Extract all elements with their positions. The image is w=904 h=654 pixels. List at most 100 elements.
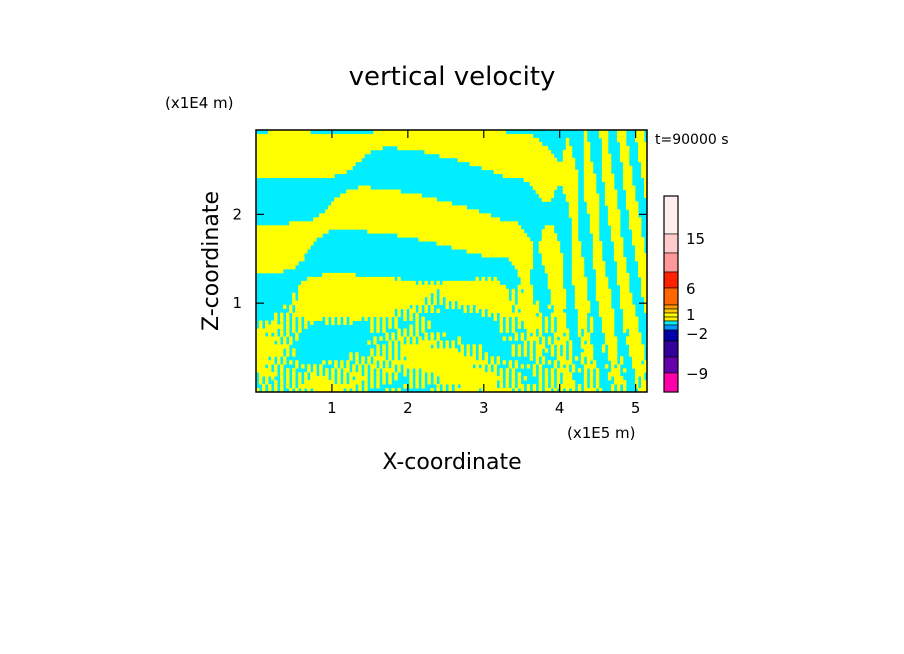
positive-velocity-cell [616, 384, 621, 389]
positive-velocity-cell [376, 372, 380, 377]
positive-velocity-cell [571, 364, 576, 369]
positive-velocity-cell [391, 388, 395, 392]
positive-velocity-cell [553, 360, 558, 365]
positive-velocity-cell [610, 360, 618, 365]
positive-velocity-cell [382, 344, 386, 349]
positive-velocity-cell [400, 348, 458, 353]
positive-velocity-cell [634, 249, 645, 254]
positive-velocity-cell [403, 364, 473, 369]
velocity-field [256, 130, 647, 392]
positive-velocity-cell [619, 153, 630, 159]
positive-velocity-cell [421, 380, 425, 385]
positive-velocity-cell [376, 324, 380, 329]
positive-velocity-cell [604, 193, 618, 198]
positive-velocity-cell [298, 372, 302, 377]
positive-velocity-cell [415, 320, 419, 325]
positive-velocity-cell [295, 360, 299, 365]
positive-velocity-cell [307, 388, 311, 392]
positive-velocity-cell [550, 296, 567, 302]
positive-velocity-cell [604, 185, 615, 190]
positive-velocity-cell [628, 344, 645, 349]
positive-velocity-cell [592, 233, 600, 238]
positive-velocity-cell [619, 304, 636, 310]
positive-velocity-cell [601, 324, 615, 329]
positive-velocity-cell [541, 360, 546, 365]
positive-velocity-cell [580, 340, 585, 345]
positive-velocity-cell [358, 368, 362, 373]
positive-velocity-cell [571, 261, 585, 266]
colorbar-swatch [663, 252, 679, 273]
positive-velocity-cell [577, 316, 588, 321]
positive-velocity-cell [514, 336, 519, 341]
positive-velocity-cell [508, 360, 513, 365]
positive-velocity-cell [571, 268, 585, 274]
positive-velocity-cell [538, 364, 543, 369]
positive-velocity-cell [565, 145, 573, 151]
positive-velocity-cell [514, 304, 540, 310]
positive-velocity-cell [325, 320, 329, 325]
positive-velocity-cell [265, 324, 284, 329]
positive-velocity-cell [514, 364, 519, 369]
positive-velocity-cell [325, 368, 329, 373]
positive-velocity-cell [292, 328, 296, 333]
positive-velocity-cell [394, 320, 398, 325]
positive-velocity-cell [529, 356, 534, 361]
positive-velocity-cell [370, 316, 374, 321]
positive-velocity-cell [541, 233, 558, 238]
positive-velocity-cell [286, 328, 290, 333]
positive-velocity-cell [370, 352, 374, 357]
positive-velocity-cell [328, 205, 467, 210]
positive-velocity-cell [355, 376, 368, 381]
positive-velocity-cell [547, 280, 564, 286]
positive-velocity-cell [256, 261, 299, 266]
positive-velocity-cell [601, 169, 612, 175]
positive-velocity-cell [358, 384, 362, 389]
positive-velocity-cell [430, 388, 434, 392]
positive-velocity-cell [529, 340, 534, 345]
positive-velocity-cell [538, 328, 543, 333]
positive-velocity-cell [364, 388, 368, 392]
positive-velocity-cell [583, 173, 597, 179]
positive-velocity-cell [538, 368, 543, 373]
positive-velocity-cell [628, 328, 639, 333]
positive-velocity-cell [610, 229, 621, 234]
positive-velocity-cell [361, 356, 365, 361]
positive-velocity-cell [517, 292, 534, 298]
positive-velocity-cell [511, 348, 516, 353]
positive-velocity-cell [460, 344, 464, 349]
positive-velocity-cell [523, 344, 528, 349]
positive-velocity-cell [292, 320, 296, 325]
y-tick-label: 2 [232, 205, 242, 223]
positive-velocity-cell [433, 380, 437, 385]
positive-velocity-cell [286, 372, 290, 377]
positive-velocity-cell [637, 272, 647, 278]
positive-velocity-cell [556, 320, 567, 325]
positive-velocity-cell [589, 213, 600, 218]
positive-velocity-cell [556, 344, 561, 349]
positive-velocity-cell [499, 320, 504, 325]
positive-velocity-cell [571, 388, 576, 392]
positive-velocity-cell [499, 380, 504, 385]
positive-velocity-cell [586, 201, 600, 206]
positive-velocity-cell [517, 316, 543, 321]
positive-velocity-cell [496, 356, 501, 361]
x-unit-label: (x1E5 m) [567, 424, 636, 442]
x-tick-label: 5 [631, 399, 641, 417]
positive-velocity-cell [517, 300, 534, 306]
positive-velocity-cell [256, 173, 335, 179]
positive-velocity-cell [544, 324, 549, 329]
positive-velocity-cell [292, 352, 296, 357]
positive-velocity-cell [511, 344, 516, 349]
positive-velocity-cell [568, 344, 573, 349]
positive-velocity-cell [583, 189, 597, 194]
positive-velocity-cell [343, 372, 347, 377]
positive-velocity-cell [589, 221, 600, 226]
positive-velocity-cell [547, 336, 552, 341]
positive-velocity-cell [616, 130, 627, 135]
positive-velocity-cell [550, 320, 555, 325]
positive-velocity-cell [622, 181, 633, 186]
positive-velocity-cell [598, 388, 603, 392]
positive-velocity-cell [580, 336, 591, 341]
positive-velocity-cell [544, 264, 564, 270]
positive-velocity-cell [598, 300, 612, 306]
